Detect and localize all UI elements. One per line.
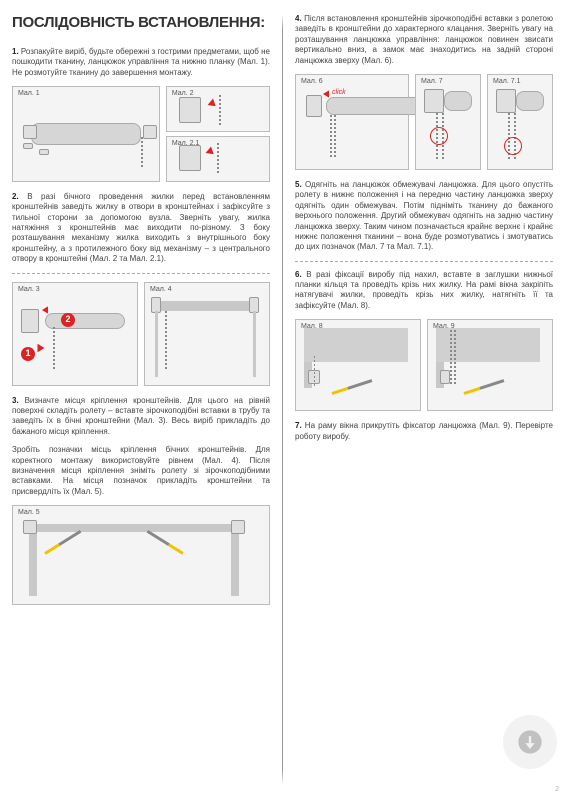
page-title: ПОСЛІДОВНІСТЬ ВСТАНОВЛЕННЯ: [12,14,270,33]
figure-3: Мал. 3 2 1 [12,282,138,386]
p6-text: В разі фіксації виробу під нахил, вставт… [295,270,553,310]
figure-1: Мал. 1 [12,86,160,182]
p2-text: В разі бічного проведення жилки перед вс… [12,192,270,263]
page-number: 2 [555,786,559,795]
figure-4: Мал. 4 [144,282,270,386]
p4-text: Після встановлення кронштейнів зірочкопо… [295,14,553,65]
paragraph-1: 1. Розпакуйте виріб, будьте обережні з г… [12,47,270,78]
figure-8: Мал. 8 [295,319,421,411]
paragraph-3a: 3. Визначте місця кріплення кронштейнів.… [12,396,270,438]
badge-2: 2 [61,313,75,327]
watermark-icon [503,715,557,769]
figure-2-1: Мал. 2.1 [166,136,270,182]
paragraph-5: 5. Одягніть на ланцюжок обмежувачі ланцю… [295,180,553,253]
paragraph-2: 2. В разі бічного проведення жилки перед… [12,192,270,265]
badge-1: 1 [21,347,35,361]
paragraph-6: 6. В разі фіксації виробу під нахил, вст… [295,270,553,312]
paragraph-3b: Зробіть позначки місць кріплення бічних … [12,445,270,497]
figure-2: Мал. 2 [166,86,270,132]
figure-9: Мал. 9 [427,319,553,411]
paragraph-4: 4. Після встановлення кронштейнів зірочк… [295,14,553,66]
click-label: click [332,89,346,98]
paragraph-7: 7. На раму вікна прикрутіть фіксатор лан… [295,421,553,442]
figure-6: Мал. 6 click [295,74,409,170]
figure-7: Мал. 7 [415,74,481,170]
p3b-text: Зробіть позначки місць кріплення бічних … [12,445,270,496]
figure-7-1: Мал. 7.1 [487,74,553,170]
p1-text: Розпакуйте виріб, будьте обережні з гост… [12,47,270,77]
p7-text: На раму вікна прикрутіть фіксатор ланцюж… [295,421,553,440]
figure-5: Мал. 5 [12,505,270,605]
p5-text: Одягніть на ланцюжок обмежувачі ланцюжка… [295,180,553,251]
p3a-text: Визначте місця кріплення кронштейнів. Дл… [12,396,270,436]
